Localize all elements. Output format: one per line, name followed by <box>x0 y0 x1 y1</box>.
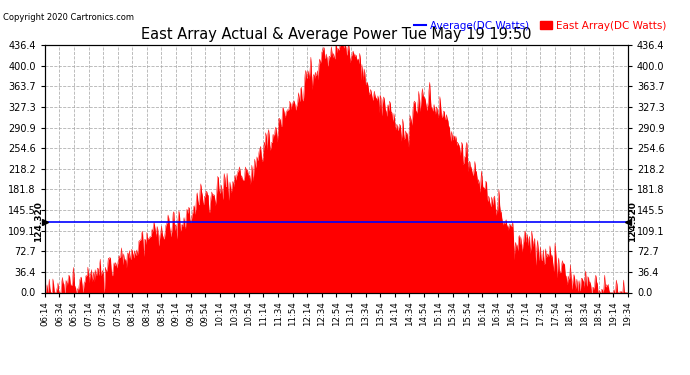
Title: East Array Actual & Average Power Tue May 19 19:50: East Array Actual & Average Power Tue Ma… <box>141 27 531 42</box>
Text: 124.320: 124.320 <box>628 201 637 242</box>
Legend: Average(DC Watts), East Array(DC Watts): Average(DC Watts), East Array(DC Watts) <box>409 16 671 35</box>
Text: 124.320: 124.320 <box>34 201 43 242</box>
Text: Copyright 2020 Cartronics.com: Copyright 2020 Cartronics.com <box>3 13 135 22</box>
